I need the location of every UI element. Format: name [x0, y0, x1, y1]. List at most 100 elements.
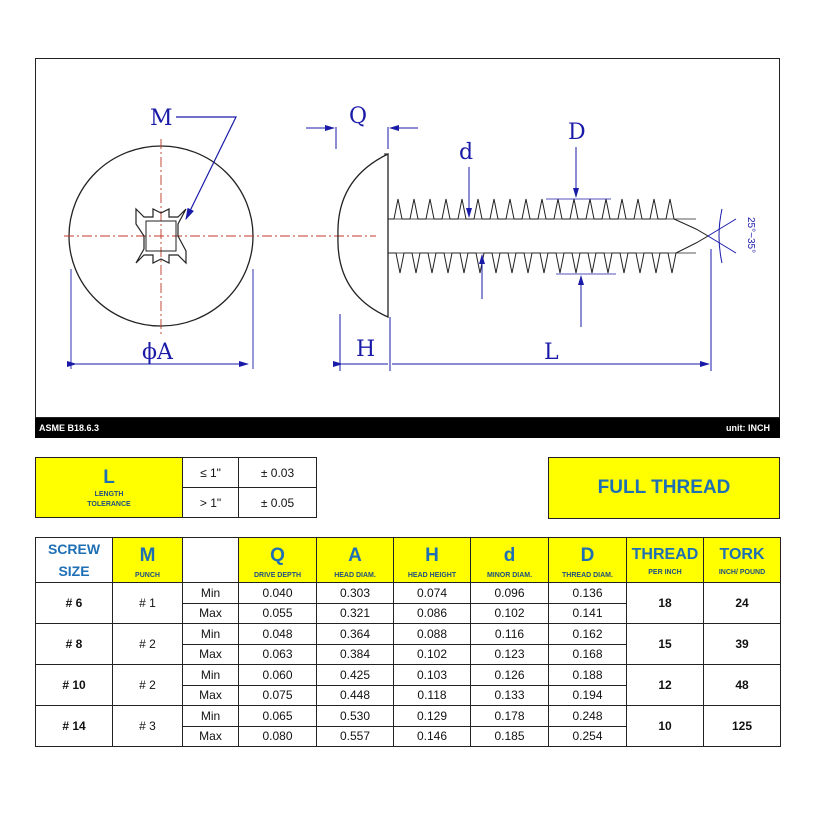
value-D: 0.162	[548, 623, 627, 645]
value-H: 0.118	[393, 684, 471, 706]
table-row: # 14 # 3 Min 0.065 0.530 0.129 0.178 0.248 10 125	[35, 705, 781, 747]
length-tolerance-header: L LENGTH TOLERANCE	[35, 457, 183, 518]
header-blank	[182, 537, 239, 583]
tolerance-value: ± 0.03	[238, 457, 317, 488]
screw-size: # 10	[35, 664, 113, 706]
screw-size: # 6	[35, 582, 113, 624]
table-row: # 10 # 2 Min 0.060 0.425 0.103 0.126 0.188 12 48	[35, 664, 781, 706]
value-A: 0.425	[316, 664, 394, 686]
value-d: 0.133	[470, 684, 549, 706]
header-4: A HEAD DIAM.	[316, 537, 394, 583]
value-Q: 0.075	[238, 684, 317, 706]
value-d: 0.116	[470, 623, 549, 645]
value-d: 0.123	[470, 643, 549, 665]
label-A: ϕA	[142, 340, 174, 365]
value-Q: 0.065	[238, 705, 317, 727]
value-A: 0.448	[316, 684, 394, 706]
label-M: M	[150, 106, 173, 131]
label-tip-angle: 25°~35°	[745, 217, 756, 253]
threads-per-inch: 18	[626, 582, 704, 624]
table-row: Max 0.080 0.557 0.146 0.185 0.254	[36, 725, 781, 747]
label-H: H	[356, 337, 375, 362]
value-H: 0.146	[393, 725, 471, 747]
label-L: L	[544, 340, 559, 365]
min-max-label: Max	[182, 602, 239, 624]
torque: 24	[703, 582, 781, 624]
length-symbol: L	[103, 466, 115, 488]
label-D-major: D	[568, 120, 586, 145]
min-max-label: Max	[182, 725, 239, 747]
min-max-label: Min	[182, 582, 239, 604]
head-top-view	[64, 139, 376, 334]
value-D: 0.168	[548, 643, 627, 665]
value-H: 0.129	[393, 705, 471, 727]
standard-bar: ASME B18.6.3 unit: INCH	[35, 418, 780, 438]
value-A: 0.384	[316, 643, 394, 665]
header-8: THREAD PER INCH	[626, 537, 704, 583]
value-Q: 0.055	[238, 602, 317, 624]
value-D: 0.136	[548, 582, 627, 604]
length-label: LENGTH	[94, 490, 124, 498]
min-max-label: Max	[182, 684, 239, 706]
standard-label: ASME B18.6.3	[39, 423, 100, 433]
screw-side-view	[337, 152, 709, 318]
unit-label: unit: INCH	[726, 423, 770, 433]
value-Q: 0.040	[238, 582, 317, 604]
table-row: # 6 # 1 Min 0.040 0.303 0.074 0.096 0.136 18 24	[35, 582, 781, 624]
value-Q: 0.048	[238, 623, 317, 645]
header-6: d MINOR DIAM.	[470, 537, 549, 583]
value-A: 0.557	[316, 725, 394, 747]
torque: 48	[703, 664, 781, 706]
label-d-minor: d	[459, 140, 473, 165]
table-row: # 8 # 2 Min 0.048 0.364 0.088 0.116 0.162 15 39	[35, 623, 781, 665]
punch: # 2	[112, 623, 183, 665]
torque: 39	[703, 623, 781, 665]
value-A: 0.303	[316, 582, 394, 604]
value-D: 0.194	[548, 684, 627, 706]
value-D: 0.188	[548, 664, 627, 686]
threads-per-inch: 10	[626, 705, 704, 747]
value-Q: 0.060	[238, 664, 317, 686]
thread-type-box: FULL THREAD	[548, 457, 780, 519]
value-H: 0.103	[393, 664, 471, 686]
value-d: 0.178	[470, 705, 549, 727]
table-row: Max 0.063 0.384 0.102 0.123 0.168	[36, 643, 781, 665]
value-H: 0.102	[393, 643, 471, 665]
value-A: 0.364	[316, 623, 394, 645]
threads-per-inch: 12	[626, 664, 704, 706]
value-A: 0.530	[316, 705, 394, 727]
value-D: 0.254	[548, 725, 627, 747]
header-screw-size: SCREW SIZE	[35, 537, 113, 583]
value-D: 0.248	[548, 705, 627, 727]
min-max-label: Min	[182, 705, 239, 727]
length-tolerance-table: L LENGTH TOLERANCE ≤ 1" ± 0.03 > 1" ± 0.…	[35, 457, 317, 518]
phillips-recess	[135, 207, 187, 265]
value-d: 0.185	[470, 725, 549, 747]
label-Q: Q	[349, 104, 367, 129]
value-D: 0.141	[548, 602, 627, 624]
value-d: 0.102	[470, 602, 549, 624]
header-3: Q DRIVE DEPTH	[238, 537, 317, 583]
value-H: 0.088	[393, 623, 471, 645]
tolerance-label: TOLERANCE	[87, 500, 131, 508]
punch: # 3	[112, 705, 183, 747]
screw-drawing-svg: M ϕA Q H L d D	[64, 104, 756, 371]
specification-table: SCREW SIZE M PUNCH Q DRIVE DEPTH A HEAD DIAM. H…	[35, 537, 781, 747]
value-d: 0.126	[470, 664, 549, 686]
header-5: H HEAD HEIGHT	[393, 537, 471, 583]
screw-size: # 8	[35, 623, 113, 665]
value-Q: 0.080	[238, 725, 317, 747]
min-max-label: Max	[182, 643, 239, 665]
value-Q: 0.063	[238, 643, 317, 665]
tolerance-value: ± 0.05	[238, 487, 317, 518]
value-H: 0.074	[393, 582, 471, 604]
value-H: 0.086	[393, 602, 471, 624]
screw-size: # 14	[35, 705, 113, 747]
tolerance-condition: ≤ 1"	[182, 457, 239, 488]
value-A: 0.321	[316, 602, 394, 624]
header-7: D THREAD DIAM.	[548, 537, 627, 583]
tolerance-condition: > 1"	[182, 487, 239, 518]
header-9: TORK INCH/ POUND	[703, 537, 781, 583]
technical-drawing: M ϕA Q H L d D	[35, 58, 780, 418]
min-max-label: Min	[182, 664, 239, 686]
